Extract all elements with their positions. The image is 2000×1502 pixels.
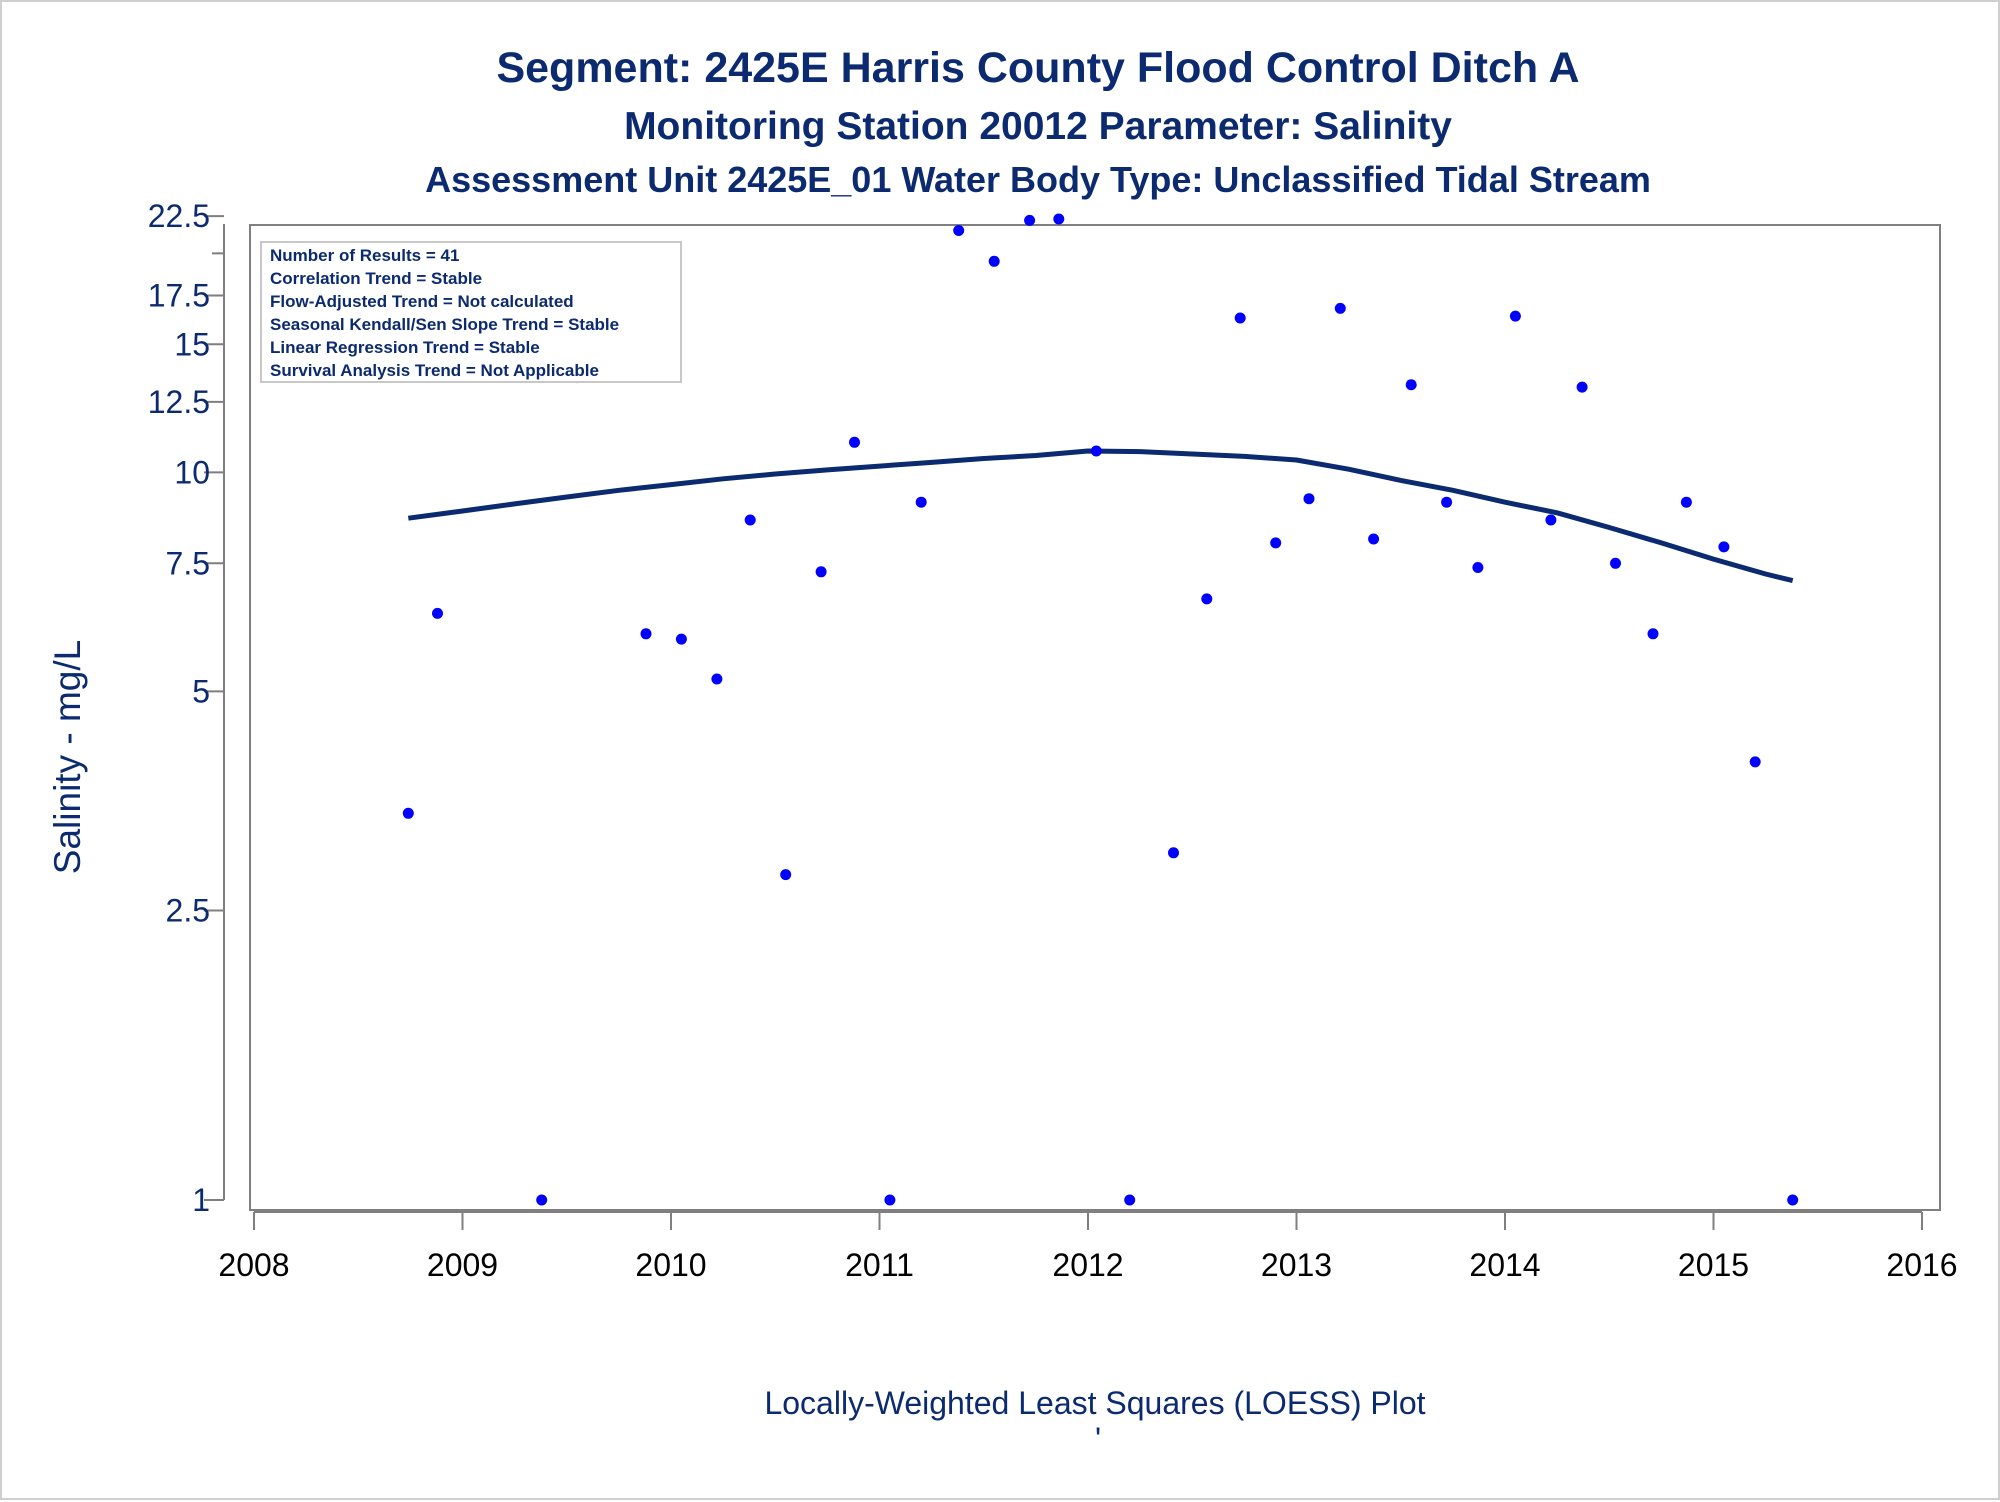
x-tick-label: 2016 [1886, 1247, 1957, 1283]
trend-statistics-inset: Number of Results = 41 Correlation Trend… [260, 241, 682, 383]
plot-area-border [249, 224, 1941, 1211]
data-point [915, 496, 927, 508]
data-point [1024, 214, 1036, 226]
data-point [1168, 847, 1179, 859]
x-tick-label: 2012 [1052, 1247, 1123, 1283]
data-point [1749, 756, 1761, 768]
x-tick-label: 2009 [427, 1247, 498, 1283]
data-point [1053, 213, 1065, 225]
data-point [1787, 1194, 1799, 1206]
data-point [1334, 302, 1346, 314]
data-point [402, 807, 414, 819]
data-point [432, 607, 443, 619]
y-tick-label: 22.5 [148, 198, 210, 234]
inset-box [260, 241, 682, 383]
data-point [1680, 496, 1692, 508]
data-point [1270, 537, 1282, 549]
y-tick-label: 2.5 [166, 892, 210, 928]
x-tick-label: 2010 [635, 1247, 706, 1283]
data-point [1576, 381, 1588, 393]
points-layer [402, 213, 1799, 1206]
x-tick-label: 2011 [845, 1247, 914, 1283]
data-point [1234, 312, 1246, 324]
x-tick-label: 2015 [1678, 1247, 1749, 1283]
footnote-mark: ' [1095, 1421, 1101, 1457]
data-point [1509, 310, 1521, 322]
footnote: Locally-Weighted Least Squares (LOESS) P… [764, 1385, 1425, 1421]
loess-layer [407, 448, 1794, 584]
data-point [640, 628, 652, 640]
y-tick-label: 17.5 [148, 278, 210, 314]
inset-line-results: Number of Results = 41 [270, 246, 459, 265]
y-axis-title: Salinity - mg/L [47, 640, 88, 874]
inset-line-linear-regression: Linear Regression Trend = Stable [270, 338, 540, 357]
y-tick-label: 7.5 [166, 545, 210, 581]
data-point [1405, 379, 1417, 391]
x-tick-label: 2013 [1261, 1247, 1332, 1283]
data-point [1090, 445, 1102, 457]
data-point [1201, 593, 1213, 605]
data-point [1368, 533, 1380, 545]
x-tick-label: 2008 [218, 1247, 289, 1283]
chart-title: Segment: 2425E Harris County Flood Contr… [496, 44, 1579, 92]
data-point [711, 673, 723, 685]
data-point [536, 1194, 548, 1206]
y-tick-label: 10 [174, 454, 210, 490]
data-point [675, 633, 687, 645]
data-point [1472, 562, 1484, 573]
data-point [744, 514, 756, 526]
data-point [815, 566, 827, 578]
data-point [1303, 493, 1315, 505]
x-axis: 2008 2009 2010 2011 2012 2013 2014 2015 2016 [218, 1211, 1958, 1283]
data-point [1124, 1194, 1136, 1206]
data-point [1718, 541, 1730, 553]
y-tick-label: 5 [192, 673, 210, 709]
loess-line [407, 448, 1794, 584]
y-tick-label: 12.5 [148, 384, 210, 420]
data-point [780, 869, 792, 881]
data-point [1441, 496, 1453, 508]
data-point [884, 1194, 896, 1206]
x-tick-label: 2014 [1469, 1247, 1540, 1283]
data-point [849, 436, 860, 448]
inset-line-survival-analysis: Survival Analysis Trend = Not Applicable [270, 361, 599, 380]
y-tick-label: 1 [192, 1182, 210, 1218]
inset-line-correlation: Correlation Trend = Stable [270, 269, 482, 288]
inset-line-flow-adjusted: Flow-Adjusted Trend = Not calculated [270, 292, 574, 311]
data-point [1610, 557, 1621, 569]
data-point [1647, 628, 1659, 640]
inset-line-seasonal-kendall: Seasonal Kendall/Sen Slope Trend = Stabl… [270, 315, 619, 334]
data-point [1545, 514, 1557, 526]
chart-subtitle-2: Assessment Unit 2425E_01 Water Body Type… [425, 159, 1651, 200]
chart-subtitle: Monitoring Station 20012 Parameter: Sali… [624, 105, 1452, 148]
data-point [953, 225, 965, 236]
y-tick-label: 15 [174, 326, 210, 362]
data-point [988, 255, 1000, 267]
